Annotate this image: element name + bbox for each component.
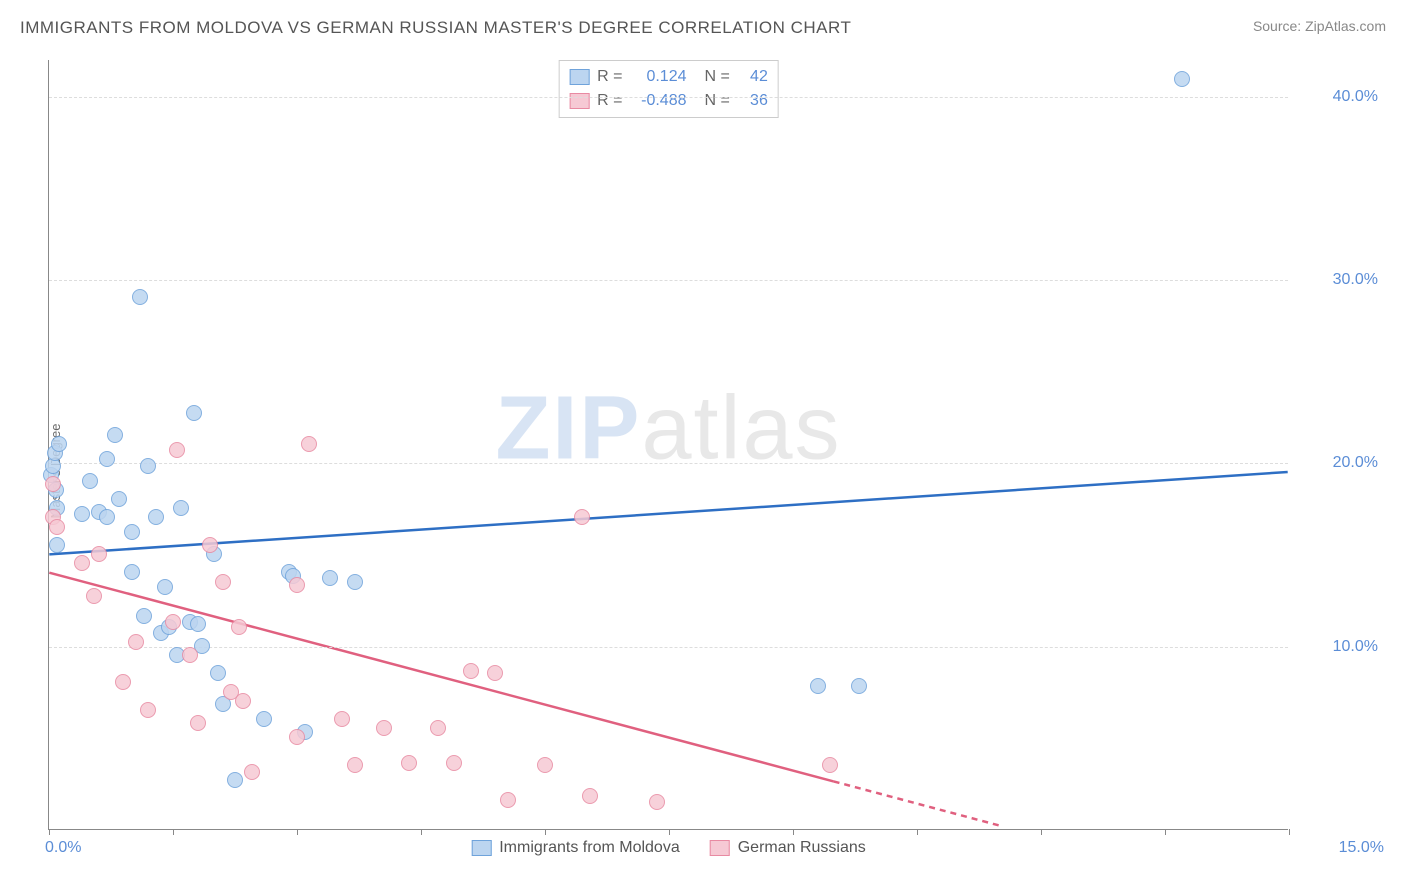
data-point-german (574, 509, 590, 525)
xtick (49, 829, 50, 835)
xtick (173, 829, 174, 835)
xtick (793, 829, 794, 835)
data-point-german (86, 588, 102, 604)
source-attribution: Source: ZipAtlas.com (1253, 18, 1386, 34)
data-point-moldova (210, 665, 226, 681)
gridline-h (49, 280, 1288, 281)
data-point-german (91, 546, 107, 562)
xtick (1165, 829, 1166, 835)
xtick (1289, 829, 1290, 835)
data-point-german (74, 555, 90, 571)
data-point-moldova (148, 509, 164, 525)
data-point-moldova (157, 579, 173, 595)
data-point-moldova (140, 458, 156, 474)
data-point-german (231, 619, 247, 635)
data-point-german (582, 788, 598, 804)
source-prefix: Source: (1253, 18, 1305, 34)
data-point-german (347, 757, 363, 773)
data-point-german (822, 757, 838, 773)
legend-item-moldova: Immigrants from Moldova (471, 839, 680, 857)
xtick (1041, 829, 1042, 835)
data-point-moldova (190, 616, 206, 632)
plot-area: ZIPatlas R = 0.124 N = 42 R = -0.488 N =… (48, 60, 1288, 830)
gridline-h (49, 97, 1288, 98)
data-point-moldova (136, 608, 152, 624)
legend-label-german: German Russians (738, 839, 866, 857)
data-point-moldova (124, 524, 140, 540)
data-point-german (401, 755, 417, 771)
data-point-german (49, 519, 65, 535)
data-point-moldova (124, 564, 140, 580)
x-max-label: 15.0% (1339, 839, 1384, 857)
data-point-german (376, 720, 392, 736)
data-point-german (202, 537, 218, 553)
ytick-label: 30.0% (1298, 271, 1378, 289)
data-point-german (140, 702, 156, 718)
trend-lines-layer (49, 60, 1288, 829)
data-point-german (446, 755, 462, 771)
ytick-label: 20.0% (1298, 454, 1378, 472)
data-point-german (537, 757, 553, 773)
data-point-moldova (74, 506, 90, 522)
data-point-german (500, 792, 516, 808)
source-link[interactable]: ZipAtlas.com (1305, 18, 1386, 34)
data-point-german (169, 442, 185, 458)
data-point-german (115, 674, 131, 690)
data-point-german (463, 663, 479, 679)
data-point-german (289, 729, 305, 745)
data-point-german (430, 720, 446, 736)
data-point-german (301, 436, 317, 452)
data-point-german (487, 665, 503, 681)
xtick (297, 829, 298, 835)
swatch-german (710, 840, 730, 856)
data-point-moldova (99, 451, 115, 467)
data-point-german (128, 634, 144, 650)
data-point-german (289, 577, 305, 593)
trendline-german (49, 573, 833, 782)
chart-container: Master's Degree ZIPatlas R = 0.124 N = 4… (0, 50, 1406, 892)
ytick-label: 10.0% (1298, 638, 1378, 656)
chart-title: IMMIGRANTS FROM MOLDOVA VS GERMAN RUSSIA… (20, 18, 851, 38)
series-legend: Immigrants from Moldova German Russians (471, 839, 866, 857)
gridline-h (49, 647, 1288, 648)
data-point-german (334, 711, 350, 727)
data-point-german (165, 614, 181, 630)
data-point-german (244, 764, 260, 780)
xtick (421, 829, 422, 835)
data-point-moldova (173, 500, 189, 516)
data-point-moldova (82, 473, 98, 489)
gridline-h (49, 463, 1288, 464)
ytick-label: 40.0% (1298, 88, 1378, 106)
data-point-german (235, 693, 251, 709)
data-point-moldova (1174, 71, 1190, 87)
trendline-german-dashed (834, 781, 999, 825)
swatch-moldova (471, 840, 491, 856)
trendline-moldova (49, 472, 1287, 554)
legend-item-german: German Russians (710, 839, 866, 857)
data-point-moldova (132, 289, 148, 305)
data-point-moldova (111, 491, 127, 507)
xtick (545, 829, 546, 835)
data-point-moldova (347, 574, 363, 590)
legend-label-moldova: Immigrants from Moldova (499, 839, 680, 857)
data-point-moldova (810, 678, 826, 694)
data-point-moldova (99, 509, 115, 525)
data-point-moldova (186, 405, 202, 421)
data-point-german (190, 715, 206, 731)
data-point-german (45, 476, 61, 492)
data-point-moldova (322, 570, 338, 586)
data-point-german (182, 647, 198, 663)
data-point-moldova (51, 436, 67, 452)
data-point-moldova (256, 711, 272, 727)
xtick (917, 829, 918, 835)
data-point-german (215, 574, 231, 590)
x-min-label: 0.0% (45, 839, 81, 857)
xtick (669, 829, 670, 835)
data-point-moldova (851, 678, 867, 694)
data-point-moldova (49, 537, 65, 553)
data-point-moldova (227, 772, 243, 788)
data-point-german (649, 794, 665, 810)
data-point-moldova (107, 427, 123, 443)
